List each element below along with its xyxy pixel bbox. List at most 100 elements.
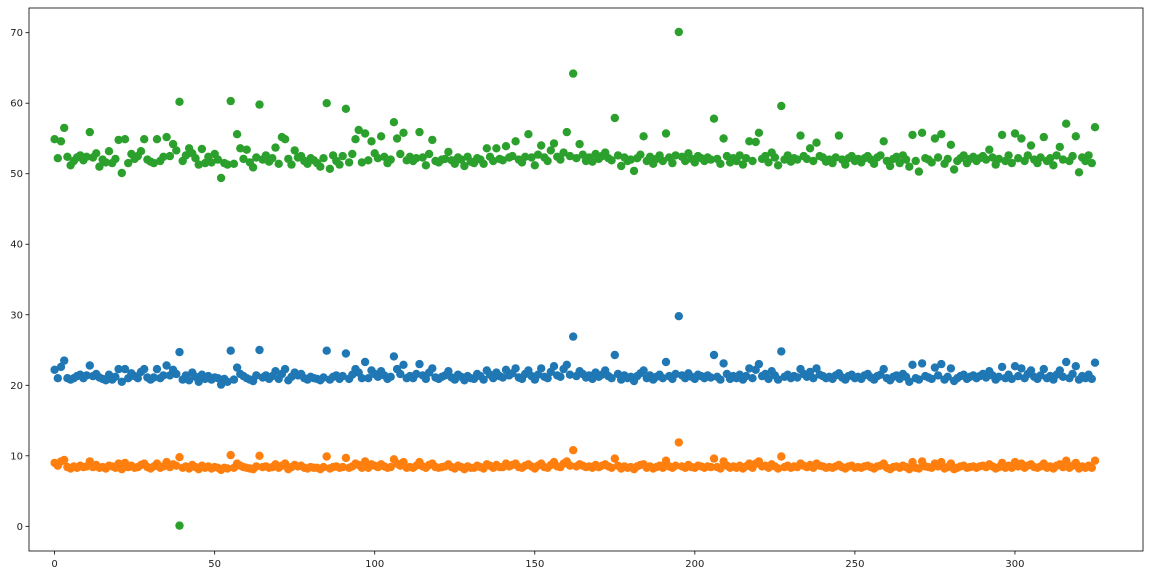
series-2-point (338, 151, 347, 161)
series-0-point (556, 372, 565, 381)
series-2-point (959, 151, 968, 160)
series-2-point (549, 139, 559, 148)
series-2-point (92, 149, 101, 158)
series-2-point (348, 149, 357, 159)
series-1-point (607, 463, 616, 472)
series-2-point (1014, 154, 1023, 163)
series-2-point (777, 101, 786, 111)
series-2-point (392, 134, 402, 143)
series-2-point (1046, 154, 1055, 163)
series-2-point (1071, 132, 1081, 141)
series-1-point (322, 452, 331, 461)
series-2-point (200, 158, 210, 168)
series-2-point (937, 130, 946, 139)
series-2-point (396, 149, 405, 159)
series-0-point (709, 350, 719, 360)
series-1-point (1062, 456, 1071, 465)
series-1-point (1090, 456, 1100, 465)
series-2-point (255, 100, 264, 109)
series-2-point (949, 165, 959, 174)
series-0-point (741, 371, 751, 381)
series-2-point (111, 154, 120, 164)
series-1-point (357, 463, 367, 472)
series-2-point (892, 152, 901, 161)
series-2-point (988, 153, 997, 162)
series-0-point (117, 377, 127, 386)
series-2-point (911, 156, 920, 166)
series-0-point (1087, 374, 1097, 384)
series-2-point (709, 114, 719, 123)
series-0-point (229, 375, 239, 384)
series-1-point (338, 462, 347, 472)
series-2-point (440, 154, 450, 164)
series-2-point (1090, 123, 1100, 132)
series-2-point (671, 151, 680, 160)
series-0-point (114, 364, 123, 374)
series-2-point (773, 161, 783, 170)
series-0-point (194, 377, 203, 386)
series-1-point (223, 464, 232, 473)
series-2-point (562, 127, 571, 137)
series-0-point (719, 359, 728, 368)
series-0-point (360, 357, 370, 367)
series-2-point (389, 118, 399, 127)
series-2-point (511, 137, 520, 146)
series-0-point (172, 369, 181, 379)
x-tick-label: 150 (525, 559, 544, 570)
series-0-point (1026, 366, 1036, 375)
series-0-point (879, 364, 888, 374)
series-2-point (232, 130, 242, 139)
series-2-point (1058, 155, 1068, 164)
series-2-point (876, 151, 885, 160)
series-2-point (428, 135, 437, 145)
series-0-point (773, 375, 783, 384)
series-1-point (709, 454, 719, 463)
series-0-point (1017, 364, 1026, 373)
series-0-point (1090, 358, 1100, 367)
series-0-point (917, 359, 927, 368)
series-2-point (901, 155, 911, 164)
series-0-point (905, 377, 914, 386)
series-2-point (885, 161, 895, 171)
series-2-point (104, 147, 114, 156)
x-tick-label: 0 (51, 559, 57, 570)
series-0-point (415, 359, 424, 369)
series-2-point (629, 166, 639, 176)
series-2-point (261, 151, 271, 160)
series-0-point (386, 372, 395, 381)
series-0-point (533, 370, 543, 379)
series-1-point (569, 446, 578, 455)
series-2-point (1055, 142, 1065, 152)
series-2-point (946, 140, 956, 149)
series-2-point (399, 128, 408, 137)
series-0-point (511, 364, 520, 373)
series-2-point (386, 155, 395, 164)
series-1-point (1058, 462, 1068, 472)
series-0-point (706, 373, 715, 382)
series-2-point (207, 158, 216, 167)
series-0-point (1039, 364, 1049, 374)
series-2-point (537, 141, 546, 150)
series-2-point (181, 151, 191, 160)
series-2-point (751, 137, 760, 147)
series-2-point (236, 144, 245, 153)
series-0-point (1068, 369, 1077, 379)
series-0-point (184, 376, 194, 385)
x-tick-label: 250 (845, 559, 864, 570)
series-2-point (271, 143, 280, 152)
series-2-point (376, 132, 386, 141)
series-2-point (274, 159, 283, 168)
series-2-point (626, 155, 635, 164)
series-2-point (85, 127, 95, 137)
series-0-point (175, 347, 184, 357)
series-2-point (1049, 161, 1058, 170)
series-2-point (172, 146, 181, 155)
series-0-point (997, 362, 1007, 372)
series-0-point (255, 345, 264, 355)
axes-layer: 0 50 100 150 200 250 300 0 10 20 30 40 50 60 70 (10, 7, 1144, 570)
series-2-point (335, 160, 344, 169)
series-2-point (101, 158, 111, 167)
series-2-point (745, 137, 754, 146)
series-0-point (562, 360, 571, 369)
